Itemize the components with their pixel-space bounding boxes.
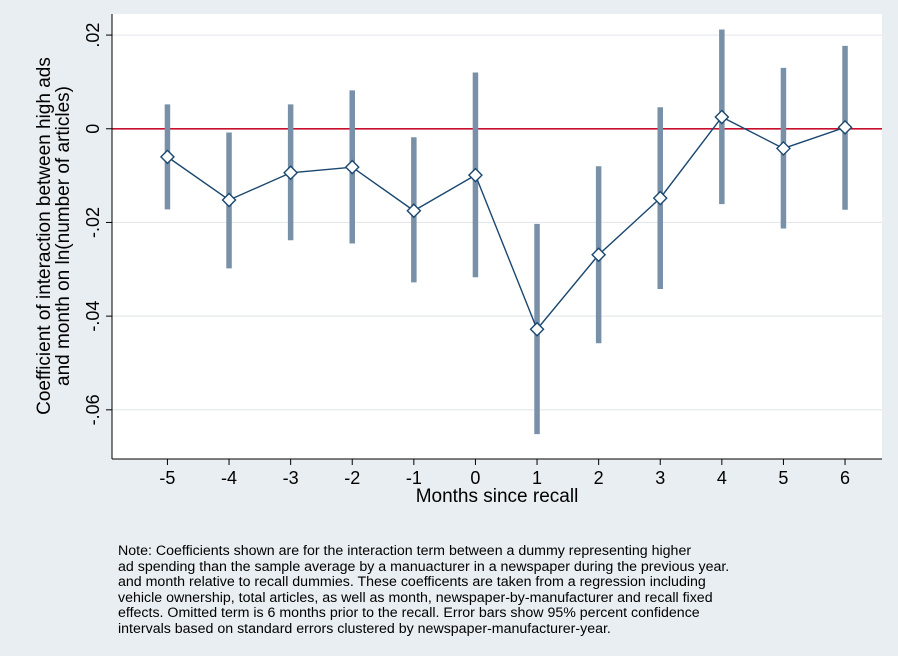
coefficient-point	[714, 109, 730, 125]
coefficient-point	[529, 321, 545, 337]
coefficient-point	[221, 192, 237, 208]
y-axis-label: Coefficient of interaction between high …	[34, 57, 74, 415]
coefficient-point	[837, 119, 853, 135]
coefficient-point	[775, 140, 791, 156]
x-tick-label: -5	[159, 468, 175, 488]
data-points	[159, 109, 853, 337]
x-tick-label: -1	[406, 468, 422, 488]
series-line	[167, 116, 846, 331]
coefficient-point	[591, 247, 607, 263]
figure-note: Note: Coefficients shown are for the int…	[118, 543, 730, 637]
x-tick-label: 3	[655, 468, 665, 488]
y-axis-label-line-1: Coefficient of interaction between high …	[34, 57, 55, 415]
x-tick-label: -3	[283, 468, 299, 488]
plot-region	[112, 14, 882, 459]
x-tick-label: 6	[840, 468, 850, 488]
y-tick-label: -.06	[83, 394, 103, 425]
coefficient-point	[344, 159, 360, 175]
y-axis-label-line-2: and month on ln(number of articles)	[53, 86, 74, 386]
coefficient-line	[167, 116, 846, 331]
chart: .02 0 -.02 -.04 -.06 -5 -4 -3 -2 -1 0 1 2 3 4 5 6 Months…	[34, 14, 882, 507]
coefficient-point	[159, 149, 175, 165]
coefficient-point	[467, 167, 483, 183]
coefficient-point	[406, 203, 422, 219]
x-tick-label: 2	[594, 468, 604, 488]
x-tick-label: -4	[221, 468, 237, 488]
y-tick-label: 0	[83, 124, 103, 134]
x-tick-label: 4	[717, 468, 727, 488]
x-tick-label: -2	[344, 468, 360, 488]
x-tick-label: 1	[532, 468, 542, 488]
x-tick-label: 0	[470, 468, 480, 488]
coefficient-point	[283, 165, 299, 181]
x-tick-label: 5	[778, 468, 788, 488]
y-tick-label: .02	[83, 23, 103, 48]
coefficient-point	[652, 190, 668, 206]
y-tick-label: -.04	[83, 301, 103, 332]
axes	[106, 14, 882, 465]
y-tick-label: -.02	[83, 207, 103, 238]
gridlines	[112, 34, 882, 411]
tick-labels: .02 0 -.02 -.04 -.06 -5 -4 -3 -2 -1 0 1 2 3 4 5 6	[83, 23, 850, 488]
x-axis-label: Months since recall	[416, 486, 579, 507]
